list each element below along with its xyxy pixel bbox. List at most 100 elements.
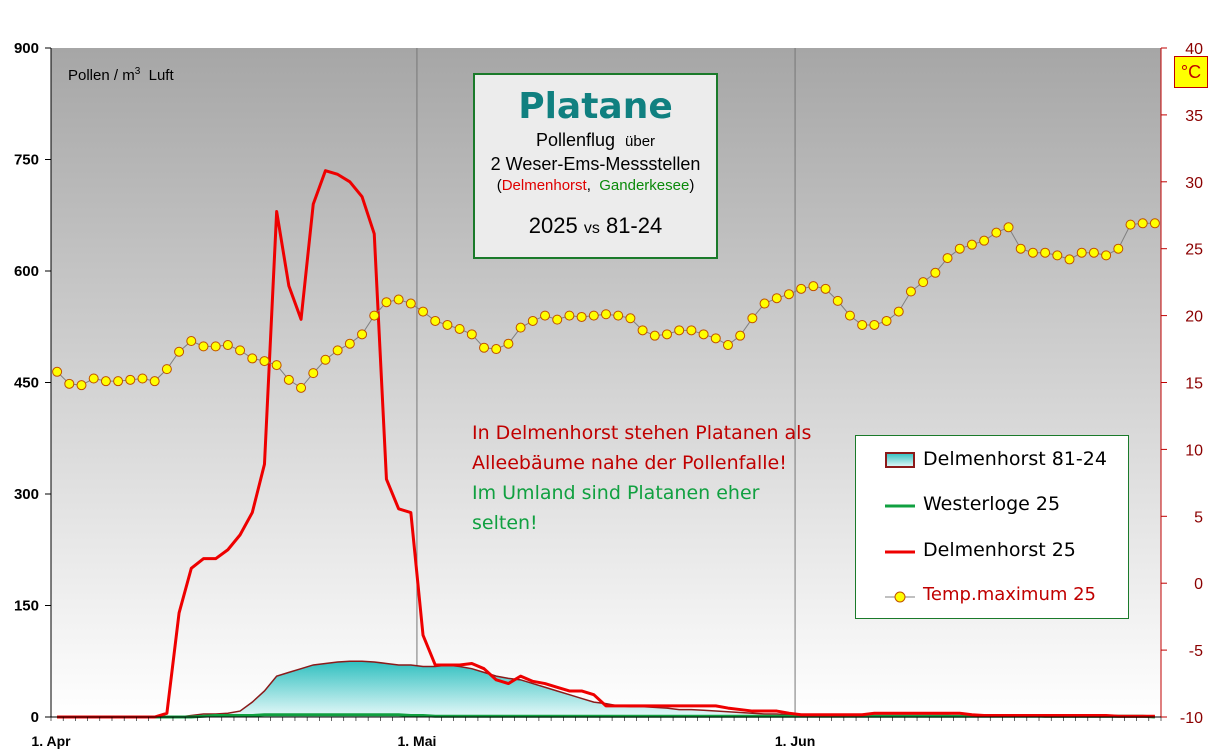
temp-point xyxy=(357,329,368,340)
title-line-2: 2 Weser-Ems-Messstellen xyxy=(490,154,701,174)
temp-point xyxy=(527,315,538,326)
temp-point xyxy=(1101,250,1112,261)
temp-point xyxy=(466,329,477,340)
x-tick-label: 1. Jun xyxy=(775,733,815,749)
y-right-tick-label: 5 xyxy=(1194,509,1203,526)
y-right-tick-label: 25 xyxy=(1185,242,1203,259)
temp-point xyxy=(503,338,514,349)
legend-red-line xyxy=(885,550,915,554)
temp-point xyxy=(637,325,648,336)
title-comparison: 2025 vs 81-24 xyxy=(528,213,663,238)
y-left-tick-label: 300 xyxy=(14,486,39,503)
temp-point xyxy=(808,281,819,292)
temp-point xyxy=(430,315,441,326)
temp-point xyxy=(540,310,551,321)
title-line-1: Pollenflug über xyxy=(535,130,656,150)
x-tick-label: 1. Apr xyxy=(31,733,71,749)
temp-point xyxy=(552,314,563,325)
temp-point xyxy=(930,267,941,278)
legend-green-line xyxy=(885,504,915,508)
y-right-tick-label: 35 xyxy=(1185,108,1203,125)
temp-point xyxy=(1076,247,1087,258)
temp-point xyxy=(564,310,575,321)
series-area-delmenhorst-81-24 xyxy=(51,661,1161,717)
y-right-tick-label: 15 xyxy=(1185,376,1203,393)
temp-point xyxy=(52,366,63,377)
y-right-tick-label: 40 xyxy=(1185,41,1203,58)
temp-point xyxy=(1137,218,1148,229)
temp-point xyxy=(869,319,880,330)
temp-point xyxy=(783,289,794,300)
y-right-tick-label: -5 xyxy=(1189,643,1203,660)
temp-point xyxy=(515,322,526,333)
temp-point xyxy=(125,374,136,385)
y-left-tick-label: 750 xyxy=(14,152,39,169)
temp-point xyxy=(186,336,197,347)
temp-point xyxy=(576,311,587,322)
legend-item-temp-maximum-25: Temp.maximum 25 xyxy=(856,582,1128,612)
y-right-tick-label: 0 xyxy=(1194,576,1203,593)
chart-title-box: Platane Pollenflug über 2 Weser-Ems-Mess… xyxy=(473,73,718,259)
temp-point xyxy=(1064,254,1075,265)
temp-point xyxy=(735,330,746,341)
temp-point xyxy=(832,295,843,306)
temp-point xyxy=(479,342,490,353)
title-locations: (Delmenhorst, Ganderkesee) xyxy=(496,177,695,194)
temp-point xyxy=(100,376,111,387)
temp-point xyxy=(918,277,929,288)
temp-point xyxy=(320,354,331,365)
temp-point xyxy=(698,329,709,340)
temp-point xyxy=(674,325,685,336)
temp-point xyxy=(1003,222,1014,233)
temp-point xyxy=(1088,247,1099,258)
temp-point xyxy=(137,373,148,384)
y-left-tick-label: 150 xyxy=(14,598,39,615)
temp-point xyxy=(613,310,624,321)
temp-point xyxy=(283,374,294,385)
y-right-tick-label: 30 xyxy=(1185,175,1203,192)
y-right-tick-label: 10 xyxy=(1185,442,1203,459)
temp-point xyxy=(710,333,721,344)
temp-point xyxy=(88,373,99,384)
grid-lines xyxy=(416,48,796,717)
temp-point xyxy=(954,243,965,254)
temp-point xyxy=(491,344,502,355)
temp-point xyxy=(222,340,233,351)
annotation-text: In Delmenhorst stehen Platanen als Allee… xyxy=(472,422,812,534)
temp-point xyxy=(1125,219,1136,230)
legend-temp-marker xyxy=(885,591,915,603)
series-layer xyxy=(51,169,1161,719)
y-right-tick-label: -10 xyxy=(1180,710,1203,727)
y-left-tick-label: 600 xyxy=(14,263,39,280)
temp-point xyxy=(991,227,1002,238)
series-line-delmenhorst-25 xyxy=(57,169,1155,719)
temp-point xyxy=(64,378,75,389)
temp-point xyxy=(893,306,904,317)
temp-point xyxy=(722,340,733,351)
temp-point xyxy=(259,356,270,367)
temp-point xyxy=(418,306,429,317)
temp-point xyxy=(966,239,977,250)
temp-point xyxy=(759,298,770,309)
temp-point xyxy=(820,283,831,294)
temp-point xyxy=(113,376,124,387)
temp-point xyxy=(796,283,807,294)
y-left-tick-label: 900 xyxy=(14,40,39,57)
temp-point xyxy=(649,330,660,341)
temp-point xyxy=(235,345,246,356)
temp-point xyxy=(686,325,697,336)
temp-point xyxy=(344,338,355,349)
temp-point xyxy=(661,329,672,340)
legend-item-delmenhorst-25: Delmenhorst 25 xyxy=(856,537,1128,567)
legend-area-swatch xyxy=(885,452,915,468)
legend-item-westerloge-25: Westerloge 25 xyxy=(856,491,1128,521)
temperature-unit-badge: °C xyxy=(1174,56,1208,88)
temp-point xyxy=(308,368,319,379)
y-axis-label: Pollen / m3 Luft xyxy=(68,66,174,84)
legend-item-delmenhorst-81-24: Delmenhorst 81-24 xyxy=(856,446,1128,476)
legend: Delmenhorst 81-24 Westerloge 25 Delmenho… xyxy=(855,435,1129,619)
temp-point xyxy=(905,286,916,297)
temp-point xyxy=(1149,218,1160,229)
temp-point xyxy=(771,293,782,304)
temp-point xyxy=(942,253,953,264)
